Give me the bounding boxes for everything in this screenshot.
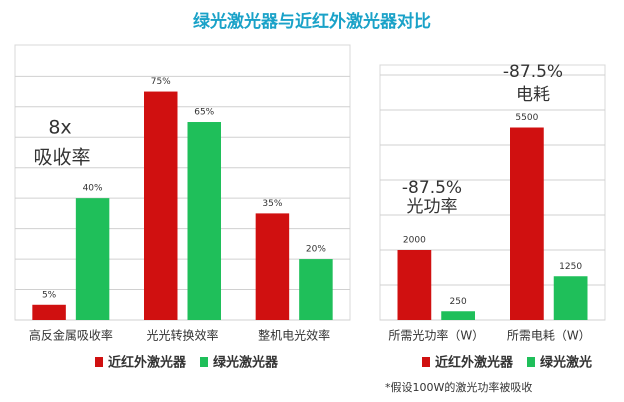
legend-swatch xyxy=(527,357,535,367)
bar xyxy=(144,91,178,320)
annotation: 吸收率 xyxy=(33,147,90,169)
bar xyxy=(397,250,432,320)
value-label: 65% xyxy=(194,108,214,118)
value-label: 2000 xyxy=(403,236,426,246)
value-label: 40% xyxy=(83,184,103,194)
legend-label: 绿光激光 xyxy=(540,355,592,371)
footnote: *假设100W的激光功率被吸收 xyxy=(385,380,532,394)
x-tick-label: 所需光功率（W） xyxy=(388,328,484,343)
legend-swatch xyxy=(95,357,103,367)
value-label: 20% xyxy=(306,245,326,255)
x-tick-label: 高反金属吸收率 xyxy=(29,328,113,343)
legend-label: 近红外激光器 xyxy=(435,355,514,371)
bar xyxy=(32,304,66,320)
bar xyxy=(441,311,475,320)
x-tick-label: 整机电光效率 xyxy=(258,328,330,343)
bar xyxy=(553,276,588,320)
value-label: 1250 xyxy=(559,262,582,272)
bar xyxy=(510,127,544,320)
value-label: 250 xyxy=(450,297,467,307)
annotation: 8x xyxy=(48,117,71,139)
bar xyxy=(187,122,221,320)
value-label: 5500 xyxy=(515,113,538,123)
value-label: 35% xyxy=(262,199,282,209)
annotation: 光功率 xyxy=(407,197,458,217)
annotation: -87.5% xyxy=(503,62,563,82)
value-label: 5% xyxy=(42,290,57,300)
x-tick-label: 光光转换效率 xyxy=(146,328,218,343)
legend-label: 绿光激光器 xyxy=(213,355,279,371)
legend-swatch xyxy=(200,357,208,367)
annotation: 电耗 xyxy=(516,85,550,105)
annotation: -87.5% xyxy=(402,178,462,198)
bar xyxy=(255,213,290,320)
page-title: 绿光激光器与近红外激光器对比 xyxy=(193,11,431,32)
legend-swatch xyxy=(422,357,430,367)
value-label: 75% xyxy=(151,77,171,87)
bar xyxy=(75,198,110,320)
bar xyxy=(299,259,333,320)
x-tick-label: 所需电耗（W） xyxy=(507,329,591,343)
legend-label: 近红外激光器 xyxy=(108,355,187,371)
